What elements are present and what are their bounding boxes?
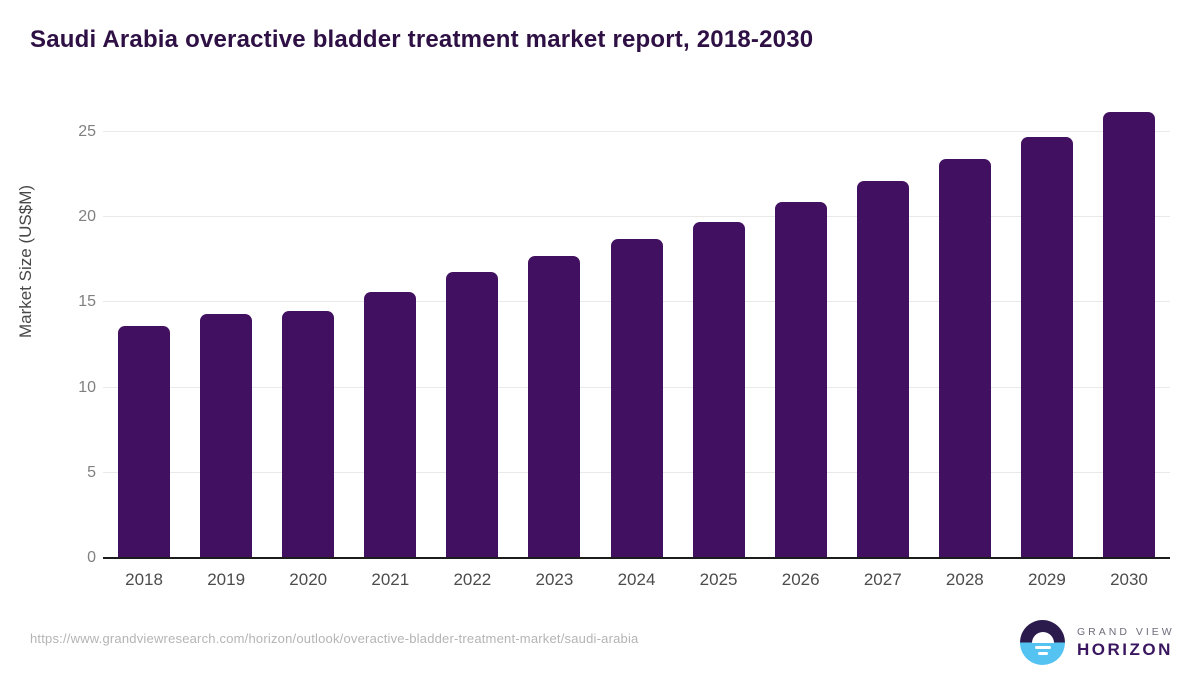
bar-2026: [774, 201, 827, 558]
y-tick-10: 10: [78, 378, 96, 396]
x-axis-labels: 2018 2019 2020 2021 2022 2023 2024 2025 2026 2027…: [103, 570, 1170, 590]
source-url: https://www.grandviewresearch.com/horizo…: [30, 631, 639, 646]
chart-title: Saudi Arabia overactive bladder treatmen…: [30, 26, 814, 53]
logo-grand-view-text: GRAND VIEW: [1077, 625, 1175, 638]
bar-slot-2030: [1088, 98, 1170, 558]
bar-2024: [610, 239, 663, 558]
bar-slot-2018: [103, 98, 185, 558]
bar-slot-2027: [842, 98, 924, 558]
x-tick-2028: 2028: [945, 570, 984, 589]
bar-2025: [692, 222, 745, 558]
bar-2030: [1102, 111, 1155, 558]
bar-slot-2029: [1006, 98, 1088, 558]
x-tick-2027: 2027: [863, 570, 902, 589]
y-tick-15: 15: [78, 293, 96, 311]
y-tick-25: 25: [78, 123, 96, 141]
x-tick-2023: 2023: [535, 570, 574, 589]
plot-area: [103, 98, 1170, 559]
y-tick-20: 20: [78, 208, 96, 226]
y-tick-0: 0: [87, 549, 96, 566]
bar-2019: [200, 314, 253, 558]
bar-2021: [364, 292, 417, 558]
gridline-20: [103, 216, 1170, 218]
gridline-25: [103, 131, 1170, 133]
logo-wordmark: GRAND VIEW HORIZON: [1077, 626, 1175, 660]
y-axis-label: Market Size (US$M): [16, 184, 35, 338]
bar-2028: [938, 159, 991, 558]
x-axis-line: [103, 557, 1170, 559]
bar-2029: [1020, 137, 1073, 558]
bar-2023: [528, 256, 581, 558]
bar-slot-2019: [185, 98, 267, 558]
logo-reflection-line: [1034, 645, 1051, 649]
bar-slot-2020: [267, 98, 349, 558]
y-tick-5: 5: [87, 463, 96, 481]
logo-horizon-text: HORIZON: [1077, 639, 1173, 659]
bar-2020: [282, 310, 335, 558]
bar-2027: [856, 181, 909, 558]
x-tick-2022: 2022: [453, 570, 492, 589]
x-tick-2025: 2025: [699, 570, 738, 589]
x-tick-2021: 2021: [371, 570, 410, 589]
x-tick-2026: 2026: [781, 570, 820, 589]
bar-slot-2025: [678, 98, 760, 558]
bar-slot-2024: [595, 98, 677, 558]
x-tick-2019: 2019: [207, 570, 246, 589]
bar-slot-2021: [349, 98, 431, 558]
x-tick-2018: 2018: [125, 570, 163, 589]
bar-slot-2026: [760, 98, 842, 558]
x-tick-2020: 2020: [289, 570, 328, 589]
bar-2018: [118, 326, 171, 558]
x-tick-2029: 2029: [1027, 570, 1066, 589]
x-tick-2024: 2024: [617, 570, 656, 589]
bar-series: [103, 98, 1170, 558]
bar-slot-2028: [924, 98, 1006, 558]
logo-sun-shape: [1031, 631, 1054, 643]
logo-reflection-line: [1037, 651, 1048, 655]
bar-slot-2022: [431, 98, 513, 558]
horizon-sun-logo-icon: [1020, 620, 1065, 665]
brand-logo: GRAND VIEW HORIZON: [1020, 620, 1175, 665]
bar-2022: [446, 271, 499, 558]
bar-slot-2023: [513, 98, 595, 558]
x-tick-2030: 2030: [1110, 570, 1148, 589]
